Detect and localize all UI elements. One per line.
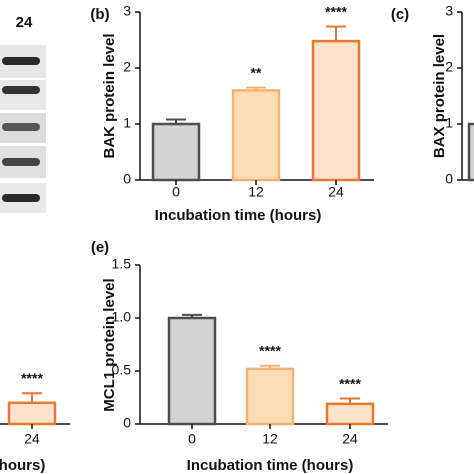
bar (311, 39, 361, 182)
y-axis-title: BAK protein level (101, 33, 118, 158)
blot-band (2, 123, 40, 131)
y-tick-label: 3 (445, 3, 453, 19)
bar (325, 402, 375, 426)
significance-label: **** (21, 370, 43, 386)
x-tick-label: 24 (342, 431, 358, 447)
y-tick-label: 0 (445, 171, 453, 187)
bar (167, 316, 217, 426)
y-tick-label: 1 (123, 115, 131, 131)
x-axis-title: hours) (0, 457, 45, 474)
x-tick-label: 12 (248, 184, 264, 200)
x-tick-label: 24 (328, 184, 344, 200)
bar (245, 367, 295, 426)
x-axis-title: Incubation time (hours) (155, 207, 322, 224)
significance-label: **** (259, 342, 281, 358)
y-tick-label: 0.5 (112, 362, 132, 378)
blot-band (2, 158, 40, 166)
y-tick-label: 3 (123, 3, 131, 19)
blot-strip (0, 80, 46, 110)
y-tick-label: 2 (445, 59, 453, 75)
western-blot: 24 (0, 14, 46, 213)
x-axis-title: Incubation time (hours) (187, 457, 354, 474)
significance-label: **** (339, 375, 361, 391)
panel-label: (c) (391, 6, 409, 23)
y-tick-label: 1.0 (112, 309, 132, 325)
y-tick-label: 0 (123, 415, 131, 431)
x-tick-label: 0 (188, 431, 196, 447)
blot-label: 24 (16, 14, 33, 31)
significance-label: ** (251, 64, 262, 80)
significance-label: **** (325, 3, 347, 19)
y-axis-title: MCL1 protein level (101, 278, 118, 411)
bar (467, 122, 474, 182)
y-tick-label: 0 (123, 171, 131, 187)
y-tick-label: 1 (445, 115, 453, 131)
panel-label: (e) (91, 239, 109, 256)
blot-band (2, 57, 40, 65)
bar (7, 401, 57, 426)
y-tick-label: 2 (123, 59, 131, 75)
blot-band (2, 86, 40, 94)
y-axis-title: BAX protein level (431, 34, 448, 158)
x-tick-label: 0 (172, 184, 180, 200)
bar (151, 122, 201, 182)
blot-band (2, 194, 40, 202)
y-tick-label: 1.5 (112, 256, 132, 272)
x-tick-label: 12 (262, 431, 278, 447)
bar (231, 89, 281, 182)
x-tick-label: 24 (24, 431, 40, 447)
panel-label: (b) (90, 6, 109, 23)
